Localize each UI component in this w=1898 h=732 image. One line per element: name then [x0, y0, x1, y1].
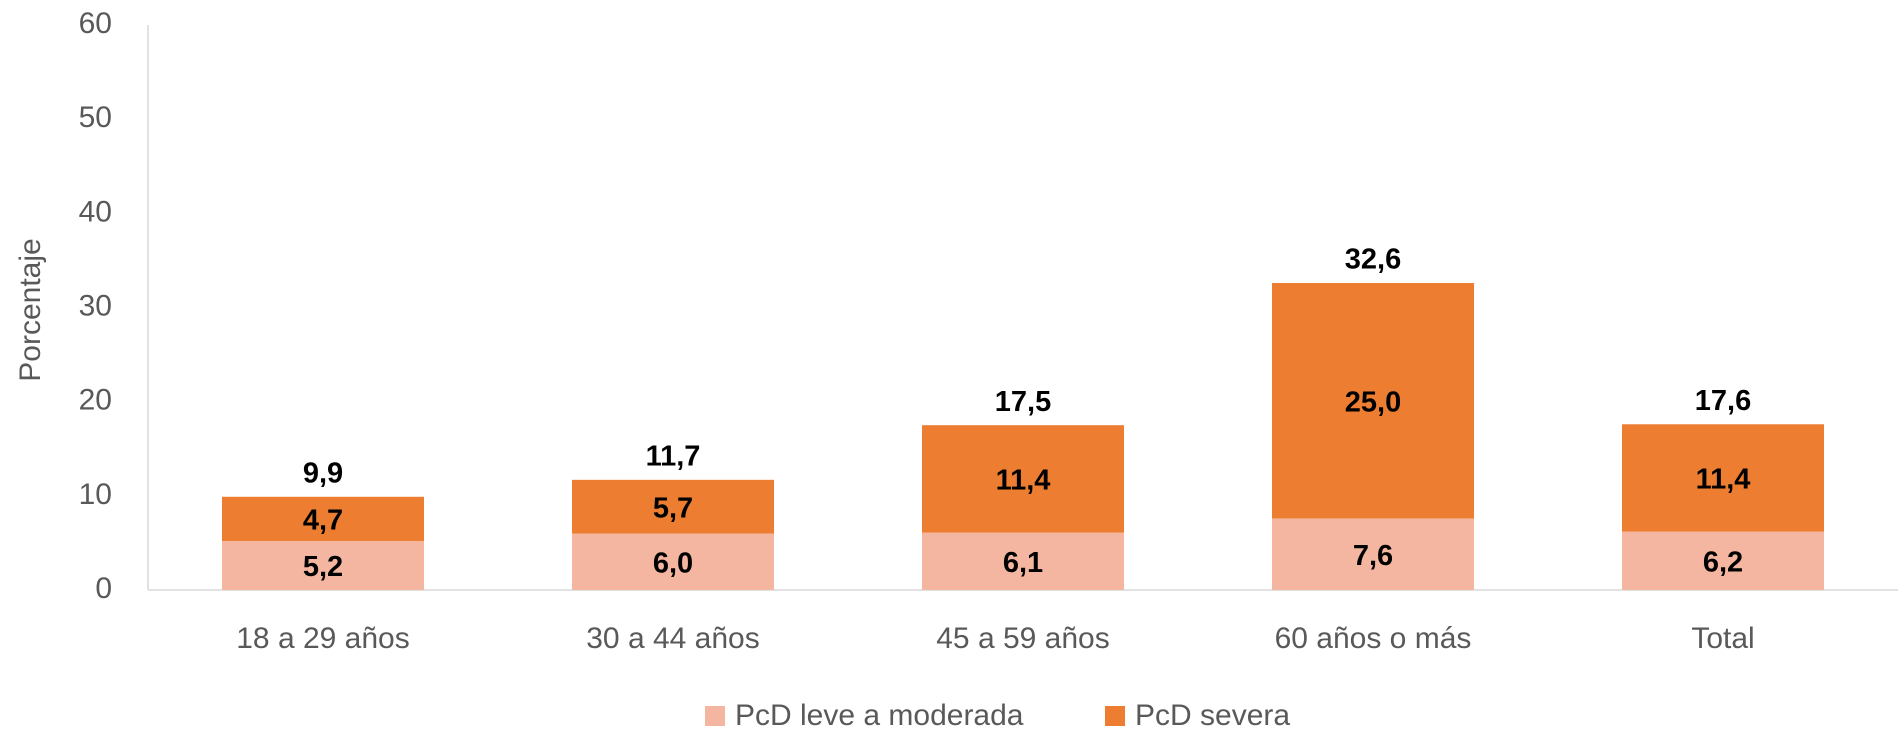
x-tick-label: 60 años o más	[1275, 622, 1472, 655]
total-label: 9,9	[303, 457, 343, 489]
data-label: 6,1	[1003, 547, 1043, 579]
bar-segment	[1622, 424, 1824, 532]
y-tick-label: 60	[79, 7, 112, 40]
data-label: 5,7	[653, 492, 693, 524]
data-label: 25,0	[1345, 386, 1401, 418]
x-tick-label: Total	[1691, 622, 1754, 655]
data-label: 4,7	[303, 505, 343, 537]
bar-segment	[1622, 531, 1824, 590]
y-axis-title: Porcentaje	[14, 238, 47, 381]
bar-segment	[922, 532, 1124, 590]
x-tick-label: 45 a 59 años	[936, 622, 1109, 655]
bar-segment	[222, 541, 424, 590]
data-label: 6,2	[1703, 546, 1743, 578]
data-label: 7,6	[1353, 540, 1393, 572]
data-label: 5,2	[303, 551, 343, 583]
legend-swatch	[705, 706, 725, 726]
data-label: 6,0	[653, 547, 693, 579]
y-tick-label: 0	[95, 572, 112, 605]
legend-label: PcD severa	[1135, 699, 1290, 732]
y-tick-label: 30	[79, 289, 112, 322]
total-label: 11,7	[646, 440, 701, 472]
total-label: 17,6	[1695, 385, 1751, 417]
legend-label: PcD leve a moderada	[735, 699, 1024, 732]
bar-segment	[1272, 518, 1474, 590]
bar-segment	[572, 479, 774, 534]
x-tick-label: 30 a 44 años	[586, 622, 759, 655]
y-tick-label: 40	[79, 195, 112, 228]
bar-segment	[222, 496, 424, 542]
y-tick-label: 10	[79, 478, 112, 511]
data-label: 11,4	[996, 465, 1051, 497]
bar-segment	[1272, 283, 1474, 519]
y-tick-label: 20	[79, 384, 112, 417]
legend-swatch	[1105, 706, 1125, 726]
y-tick-label: 50	[79, 101, 112, 134]
data-label: 11,4	[1696, 464, 1751, 496]
total-label: 17,5	[995, 386, 1051, 418]
total-label: 32,6	[1345, 244, 1401, 276]
bar-segment	[922, 425, 1124, 533]
bar-segment	[572, 533, 774, 590]
x-tick-label: 18 a 29 años	[236, 622, 409, 655]
